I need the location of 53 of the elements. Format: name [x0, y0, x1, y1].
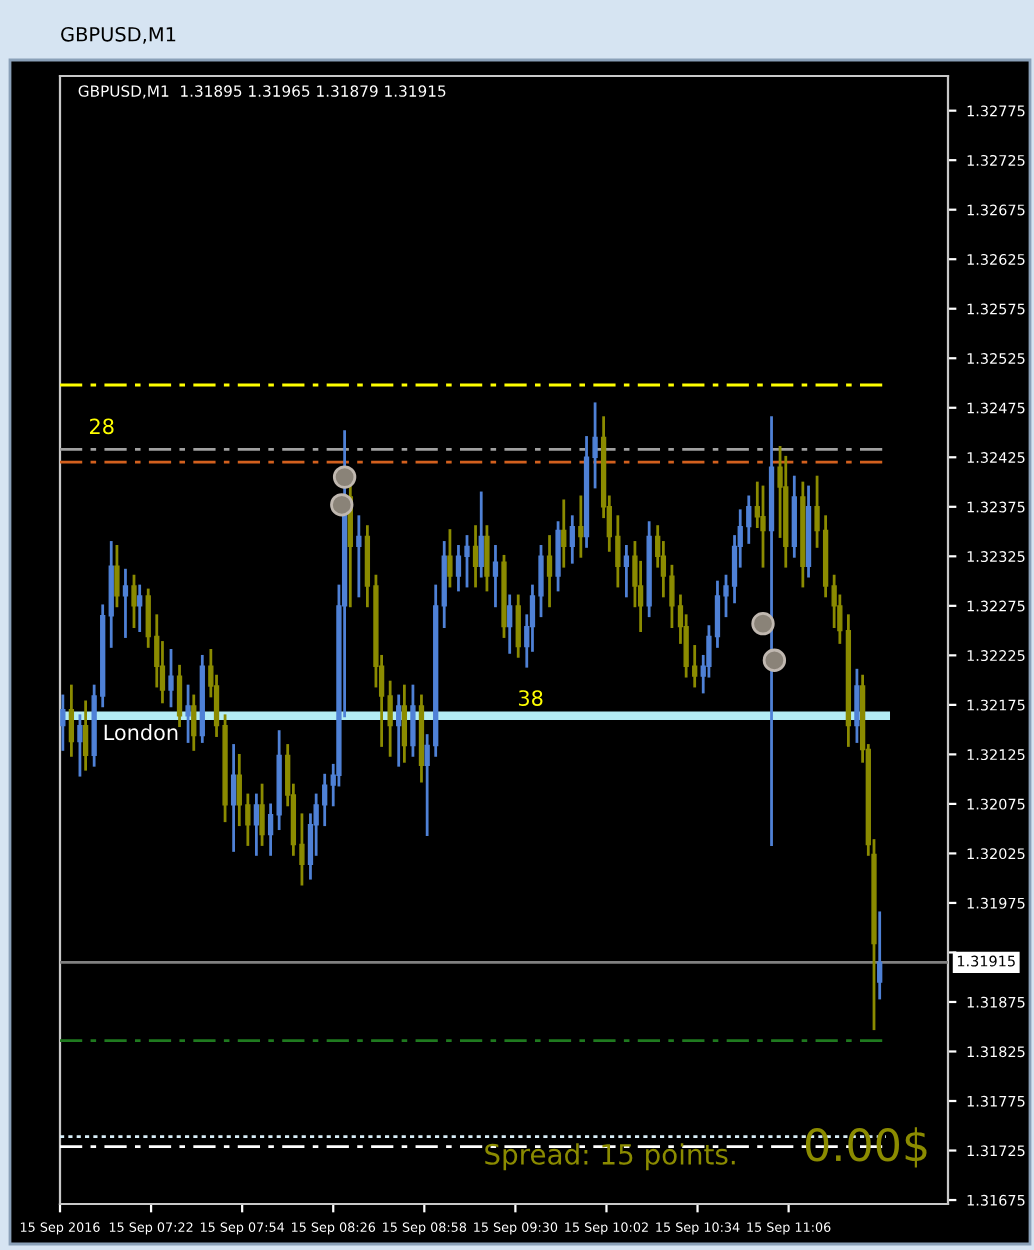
annotation: 28 — [89, 418, 114, 435]
candlestick — [267, 803, 274, 856]
candlestick — [137, 584, 143, 632]
candlestick — [410, 684, 416, 757]
candlestick — [472, 525, 479, 588]
candlestick — [578, 495, 584, 558]
candlestick — [253, 793, 260, 856]
annotation: Spread: 15 points. — [485, 1143, 735, 1171]
candlestick — [259, 783, 265, 846]
candlestick — [546, 535, 553, 608]
candlestick — [464, 535, 470, 588]
candlestick — [401, 684, 408, 763]
candlestick — [185, 684, 191, 743]
candlestick — [114, 545, 120, 608]
point — [330, 493, 354, 517]
candlestick — [122, 568, 129, 638]
candlestick — [555, 521, 561, 592]
chart-title: GBPUSD,M1 — [61, 26, 176, 44]
candlestick — [82, 700, 89, 771]
candlestick — [478, 491, 484, 578]
candlestick — [484, 525, 490, 592]
candlestick — [176, 664, 183, 728]
candlestick — [230, 744, 237, 852]
point — [751, 611, 775, 636]
annotation: 0.00$ — [805, 1127, 927, 1168]
candlestick — [396, 694, 402, 767]
candlestick — [322, 773, 328, 827]
candlestick — [561, 499, 567, 568]
candlestick — [515, 594, 521, 658]
candlestick — [877, 911, 883, 1000]
candlestick — [168, 649, 174, 708]
point — [762, 648, 787, 672]
annotation: London — [104, 724, 178, 741]
candlestick — [854, 668, 860, 743]
candlestick — [669, 564, 675, 629]
candlestick — [492, 545, 499, 608]
candlestick — [236, 753, 242, 827]
candlestick — [455, 545, 462, 592]
candlestick — [746, 495, 752, 544]
annotation: 38 — [518, 690, 543, 706]
candlestick — [760, 485, 766, 568]
candlestick — [447, 529, 453, 588]
candlestick — [623, 545, 630, 598]
point — [332, 465, 357, 489]
candlestick — [569, 515, 575, 564]
candlestick — [507, 594, 513, 654]
candlestick — [77, 714, 83, 777]
candlestick — [356, 515, 362, 598]
candlestick — [68, 684, 75, 757]
candlestick — [131, 574, 137, 629]
candlestick — [60, 694, 66, 751]
candlestick — [191, 694, 197, 751]
candlestick — [387, 680, 393, 757]
